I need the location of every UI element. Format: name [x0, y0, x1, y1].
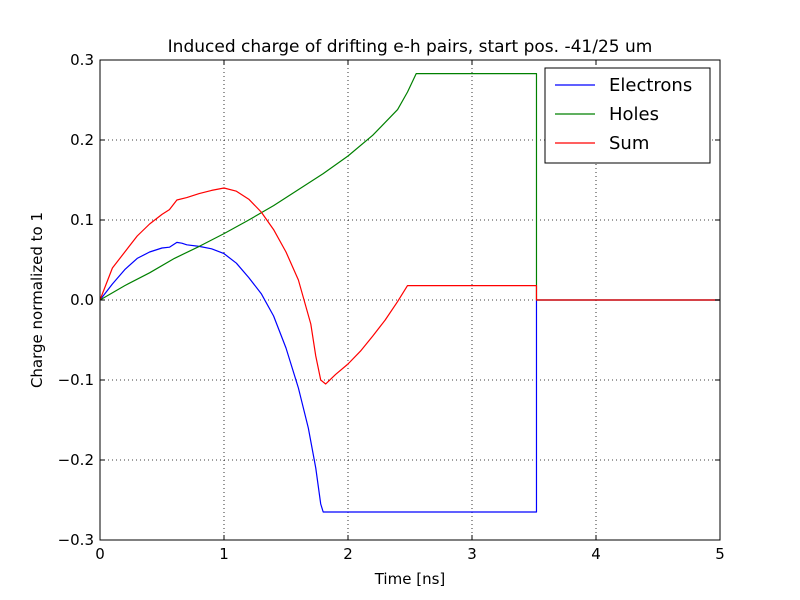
x-tick-label: 1 [219, 545, 229, 563]
y-tick-label: −0.3 [58, 531, 94, 549]
x-tick-label: 5 [715, 545, 725, 563]
series-line-electrons [99, 241, 720, 513]
x-tick-label: 4 [591, 545, 601, 563]
legend-box [544, 67, 711, 164]
legend-label-holes: Holes [609, 104, 659, 125]
y-tick-label: 0.1 [70, 211, 94, 229]
x-tick-label: 0 [95, 545, 105, 563]
series-layer [99, 72, 720, 513]
legend-label-sum: Sum [609, 133, 649, 154]
y-tick-label: −0.1 [58, 371, 94, 389]
x-axis-label: Time [ns] [374, 570, 446, 588]
legend: Electrons Holes Sum [544, 67, 711, 164]
x-tick-label: 2 [343, 545, 353, 563]
y-tick-label: 0.2 [70, 131, 94, 149]
y-tick-label: 0.3 [70, 51, 94, 69]
chart-title: Induced charge of drifting e-h pairs, st… [168, 37, 653, 57]
y-axis-label: Charge normalized to 1 [28, 212, 46, 388]
x-tick-label: 3 [467, 545, 477, 563]
series-line-sum [99, 187, 720, 385]
y-tick-label: 0.0 [70, 291, 94, 309]
ticks: 0 1 2 3 4 5 −0.3 −0.2 −0.1 0.0 0.1 0.2 0.3 [58, 51, 725, 563]
series-line-holes [99, 72, 720, 301]
y-tick-label: −0.2 [58, 451, 94, 469]
legend-label-electrons: Electrons [609, 75, 692, 96]
